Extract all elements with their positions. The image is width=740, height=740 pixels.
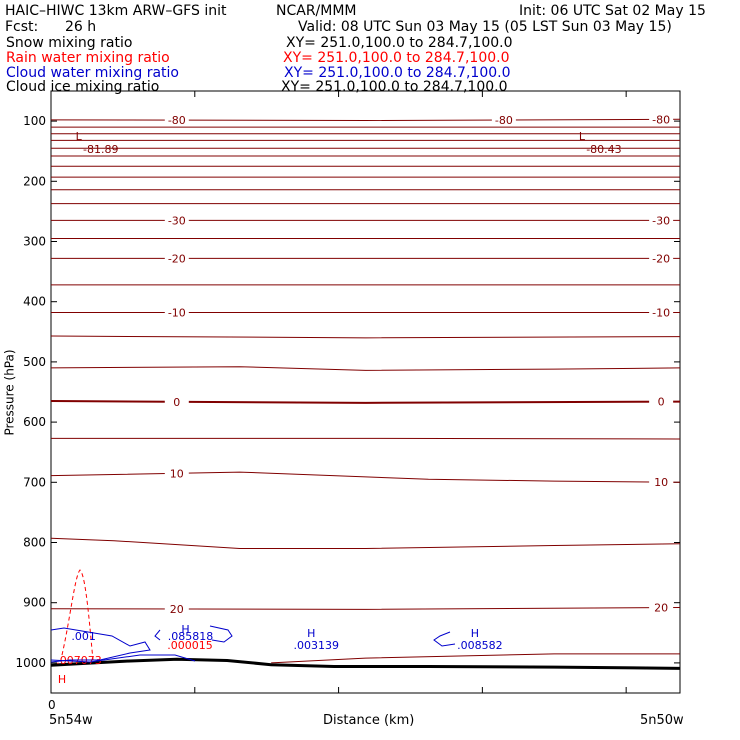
contour-label: -10 [652,307,670,320]
valid-time: Valid: 08 UTC Sun 03 May 15 (05 LST Sun … [298,19,672,35]
low-value: -81.89 [83,143,118,156]
temperature-contour [271,653,680,664]
field-xy-cloud-water: XY= 251.0,100.0 to 284.7,100.0 [284,65,511,81]
cloud-max-value: .085818 [168,630,214,643]
y-tick-label: 300 [23,235,46,249]
y-tick-label: 800 [23,536,46,550]
contour-label-bg [649,306,674,319]
contour-label: -80 [495,114,513,127]
y-tick-label: 1000 [15,656,46,670]
low-value: -80.43 [586,143,621,156]
y-tick-label: 500 [23,355,46,369]
rain-water-contour [61,569,94,661]
contour-label-bg [649,476,674,489]
y-tick-label: 200 [23,174,46,188]
x-end-label: 5n50w [640,713,684,728]
terrain-line [50,657,681,670]
y-tick-label: 600 [23,415,46,429]
contour-label: 0 [173,396,180,409]
temperature-contour [50,537,681,550]
contour-label: 10 [170,467,184,480]
temperature-contour [50,471,681,483]
contour-label-bg [164,467,189,480]
cloud-water-contour [50,627,151,663]
plot-frame [50,90,681,694]
contour-label-bg [649,214,674,227]
contour-label: 20 [170,603,184,616]
cloud-water-contour [433,631,456,647]
cloud-max-value: .008582 [457,639,503,652]
temperature-contour [50,366,681,371]
rain-max-marker: H [58,673,66,686]
contour-label-bg [164,114,189,127]
contour-label-bg [491,113,516,126]
cloud-max-value: .003139 [294,639,340,652]
contour-label: 10 [654,476,668,489]
y-axis-label: Pressure (hPa) [2,349,17,436]
contour-label-bg [649,395,674,408]
model-title: HAIC–HIWC 13km ARW–GFS init [5,3,227,19]
cloud-water-contour [154,629,161,641]
low-marker: L [76,130,83,143]
cloud-max-value: .001 [71,630,96,643]
x-axis-label: Distance (km) [323,713,415,728]
x-tick-label-0: 0 [48,698,56,712]
contour-label-bg [164,214,189,227]
contour-label: -30 [168,214,186,227]
cloud-max-marker: H [307,627,315,640]
contour-label-bg [649,113,674,126]
y-tick-label: 100 [23,114,46,128]
field-name-rain: Rain water mixing ratio [6,50,170,66]
contour-label: 0 [658,396,665,409]
temperature-contour [50,335,681,339]
contour-label-bg [164,395,189,408]
contour-label: -80 [168,114,186,127]
contour-label-bg [649,252,674,265]
contour-label: 20 [654,602,668,615]
contour-label: -80 [652,113,670,126]
y-tick-label: 400 [23,295,46,309]
forecast-label: Fcst: [5,19,39,35]
cloud-max-marker: H [471,627,479,640]
org-label: NCAR/MMM [276,3,357,19]
temperature-contour [50,118,681,121]
contour-label: -20 [168,252,186,265]
contour-label-bg [649,601,674,614]
y-tick-label: 700 [23,475,46,489]
contour-label-bg [164,602,189,615]
contour-label: -30 [652,214,670,227]
contour-label: -20 [652,252,670,265]
init-time: Init: 06 UTC Sat 02 May 15 [519,3,706,19]
rain-mid-value: .000015 [167,639,213,652]
cloud-water-contour [209,625,233,643]
temperature-contour [51,437,681,440]
low-marker: L [579,130,586,143]
cloud-max-marker: H [181,623,189,636]
field-name-snow: Snow mixing ratio [6,35,133,51]
forecast-hours: 26 h [65,19,97,35]
y-tick-label: 900 [23,596,46,610]
contour-label: -10 [168,307,186,320]
x-start-label: 5n54w [49,713,93,728]
temperature-contour [50,400,681,404]
temperature-contour [50,607,681,610]
cloud-water-contour [50,654,196,663]
field-xy-snow: XY= 251.0,100.0 to 284.7,100.0 [286,35,513,51]
field-xy-rain: XY= 251.0,100.0 to 284.7,100.0 [283,50,510,66]
contour-label-bg [164,252,189,265]
field-name-cloud-water: Cloud water mixing ratio [6,65,179,81]
contour-label-bg [164,306,189,319]
